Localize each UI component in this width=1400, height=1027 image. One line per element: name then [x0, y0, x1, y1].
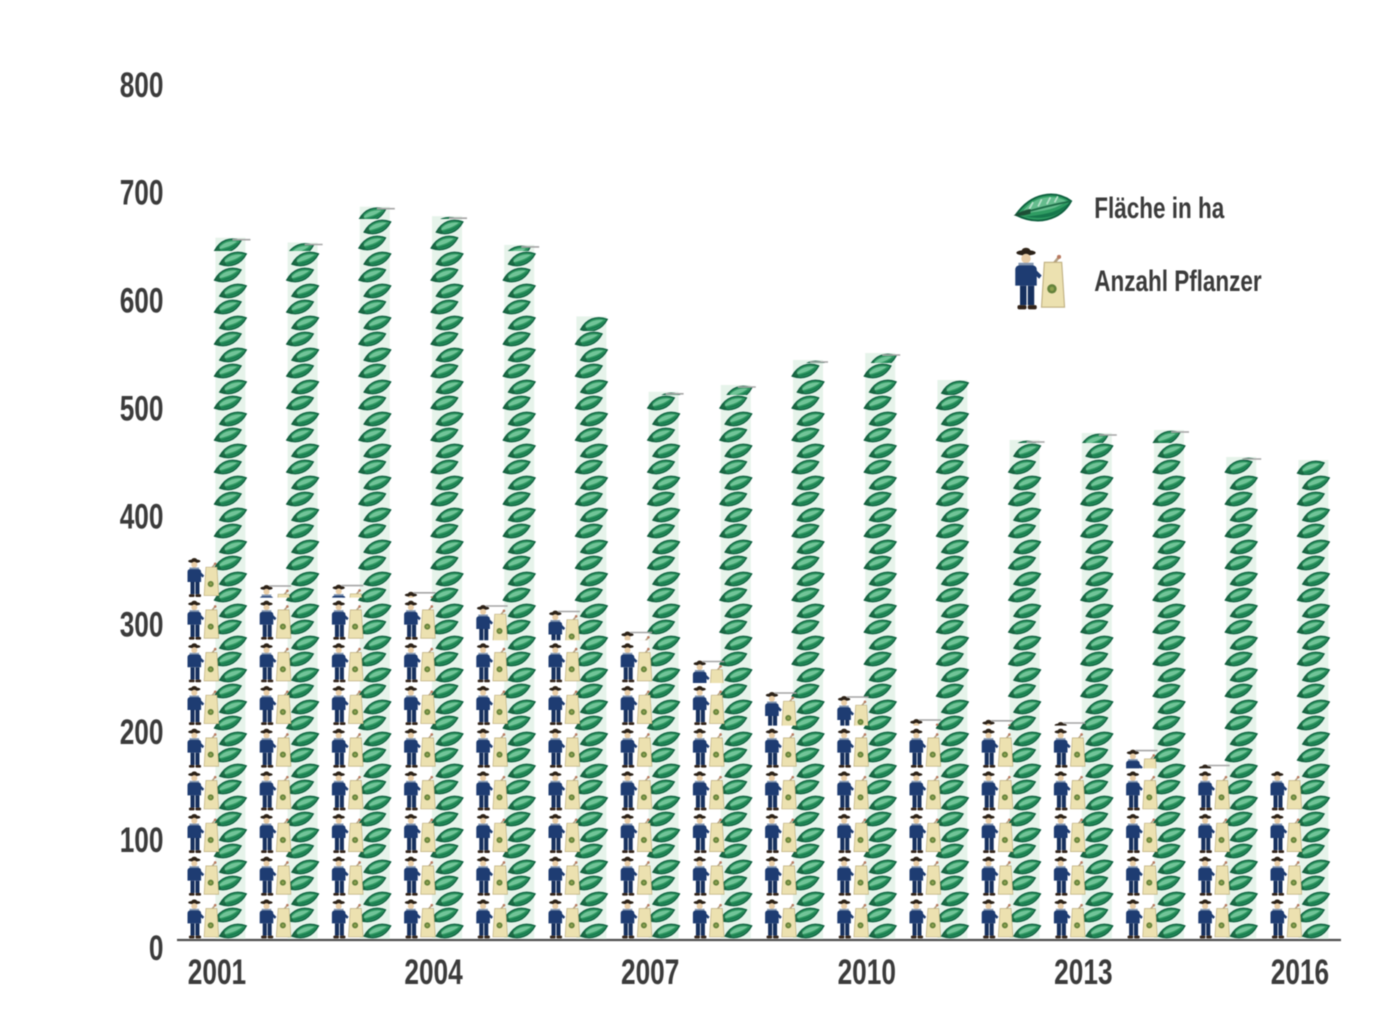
- svg-text:2001: 2001: [188, 952, 246, 992]
- svg-text:300: 300: [120, 605, 164, 645]
- svg-text:0: 0: [149, 928, 164, 968]
- svg-text:700: 700: [120, 173, 164, 213]
- svg-text:100: 100: [120, 820, 164, 860]
- svg-text:2004: 2004: [404, 952, 463, 992]
- svg-text:Fläche in ha: Fläche in ha: [1094, 191, 1224, 225]
- svg-text:2010: 2010: [838, 952, 896, 992]
- svg-text:200: 200: [120, 713, 164, 753]
- svg-text:400: 400: [120, 497, 164, 537]
- svg-text:Anzahl Pflanzer: Anzahl Pflanzer: [1094, 264, 1261, 298]
- svg-text:600: 600: [120, 281, 164, 321]
- svg-text:2007: 2007: [621, 952, 679, 992]
- svg-text:2013: 2013: [1054, 952, 1112, 992]
- svg-text:800: 800: [120, 65, 164, 105]
- svg-text:2016: 2016: [1271, 952, 1329, 992]
- svg-text:500: 500: [120, 389, 164, 429]
